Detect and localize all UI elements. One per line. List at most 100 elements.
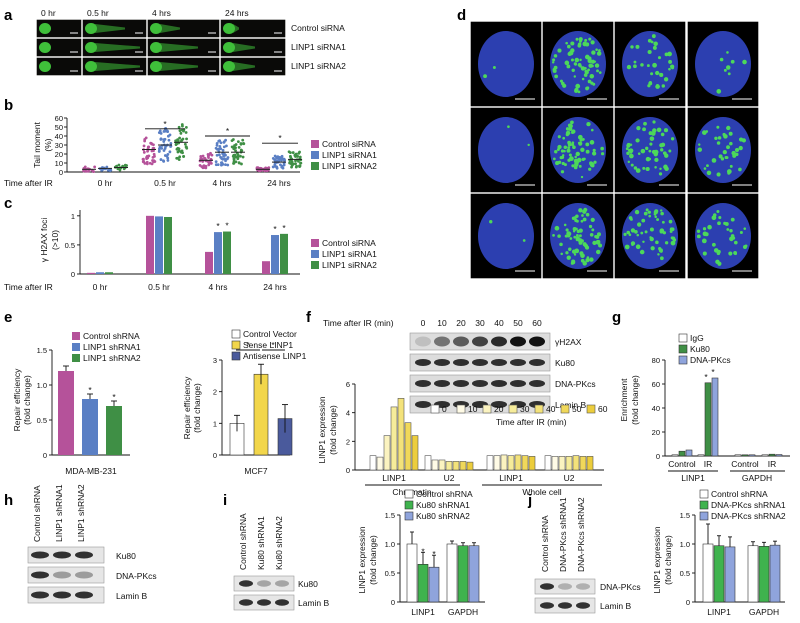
panel-g-ylabel-unit: (fold change) bbox=[630, 375, 640, 425]
gamma-h2ax-focus bbox=[552, 58, 556, 62]
scatter-point bbox=[151, 156, 155, 159]
western-blot-strip bbox=[233, 575, 295, 592]
panel-i-legend-label: Control shRNA bbox=[416, 489, 473, 499]
panel-e-ylabel: Repair efficiency bbox=[12, 368, 22, 431]
panel-f-blot-label: Ku80 bbox=[555, 358, 575, 368]
blot-band bbox=[558, 602, 572, 609]
panel-f-blot-time: 10 bbox=[437, 318, 447, 328]
gamma-h2ax-focus bbox=[711, 242, 716, 247]
gamma-h2ax-focus bbox=[630, 163, 634, 167]
gamma-h2ax-focus bbox=[729, 164, 733, 168]
scatter-point bbox=[222, 145, 226, 149]
gamma-h2ax-focus bbox=[655, 83, 659, 88]
scatter-point bbox=[215, 153, 219, 157]
blot-band bbox=[576, 602, 590, 609]
gamma-h2ax-focus bbox=[734, 252, 737, 256]
gamma-h2ax-focus bbox=[590, 163, 595, 168]
gamma-h2ax-focus bbox=[588, 167, 592, 171]
scatter-point bbox=[175, 147, 179, 151]
gamma-h2ax-focus bbox=[559, 242, 563, 247]
scatter-point bbox=[162, 140, 166, 143]
gamma-h2ax-focus bbox=[557, 145, 561, 149]
gamma-h2ax-focus bbox=[590, 217, 595, 223]
gamma-h2ax-focus bbox=[718, 216, 722, 220]
bar bbox=[96, 272, 104, 274]
gamma-h2ax-focus bbox=[643, 121, 647, 126]
panel-c-legend-swatch bbox=[311, 239, 319, 247]
gamma-h2ax-focus bbox=[562, 136, 566, 140]
panel-b-legend-label: LINP1 siRNA2 bbox=[322, 161, 377, 171]
significance-star: * bbox=[112, 392, 116, 402]
comet-head bbox=[85, 23, 97, 34]
panel-e-left-xlabel: MDA-MB-231 bbox=[65, 466, 117, 476]
gamma-h2ax-focus bbox=[583, 207, 588, 212]
panel-f-blot-time: 50 bbox=[513, 318, 523, 328]
gamma-h2ax-focus bbox=[571, 141, 575, 145]
panel-j-x-tick-label: LINP1 bbox=[707, 607, 731, 617]
panel-letter-g: g bbox=[612, 309, 621, 326]
scatter-point bbox=[152, 159, 156, 163]
panel-a-time-label: 0.5 hr bbox=[87, 8, 109, 18]
scatter-point bbox=[276, 156, 280, 160]
gamma-h2ax-focus bbox=[653, 152, 658, 157]
scatter-point bbox=[236, 140, 240, 144]
panel-g-y-tick-label: 20 bbox=[652, 428, 660, 437]
gamma-h2ax-focus bbox=[601, 152, 605, 156]
gamma-h2ax-focus bbox=[645, 208, 649, 212]
blot-band bbox=[576, 583, 590, 590]
panel-c-y-tick-label: 0 bbox=[71, 270, 75, 279]
panel-e2-ylabel-unit: (fold change) bbox=[192, 383, 202, 433]
scatter-point bbox=[201, 160, 205, 163]
blot-band bbox=[434, 336, 450, 347]
panel-f-legend-label: 40 bbox=[546, 404, 556, 414]
comet-tail bbox=[95, 62, 140, 71]
bar bbox=[702, 543, 714, 603]
blot-band bbox=[491, 380, 507, 387]
scatter-point bbox=[236, 157, 240, 161]
panel-e-left-legend-swatch bbox=[72, 354, 80, 362]
gamma-h2ax-focus bbox=[579, 251, 584, 256]
panel-i-y-tick-label: 0.5 bbox=[385, 569, 395, 578]
gamma-h2ax-focus bbox=[591, 64, 594, 68]
panel-h-lane-label: Control shRNA bbox=[32, 485, 42, 542]
gamma-h2ax-focus bbox=[667, 51, 672, 57]
panel-f-blot-time: 20 bbox=[456, 318, 466, 328]
bar bbox=[390, 406, 398, 471]
gamma-h2ax-focus bbox=[557, 234, 561, 238]
comet-head bbox=[39, 42, 51, 53]
panel-f-blot-label: DNA-PKcs bbox=[555, 379, 596, 389]
gamma-h2ax-focus bbox=[555, 161, 560, 166]
panel-c-legend-swatch bbox=[311, 261, 319, 269]
significance-star: * bbox=[421, 546, 425, 556]
gamma-h2ax-focus bbox=[568, 247, 572, 251]
bar bbox=[253, 373, 269, 456]
panel-letter-b: b bbox=[4, 97, 13, 114]
scatter-point bbox=[150, 149, 154, 153]
scatter-point bbox=[291, 151, 295, 154]
panel-f-legend-swatch bbox=[534, 404, 544, 414]
scatter-point bbox=[178, 136, 182, 140]
gamma-h2ax-focus bbox=[718, 154, 723, 159]
blot-band bbox=[31, 571, 49, 579]
gamma-h2ax-focus bbox=[570, 41, 575, 46]
gamma-h2ax-focus bbox=[585, 212, 590, 217]
gamma-h2ax-focus bbox=[647, 50, 652, 55]
gamma-h2ax-focus bbox=[598, 243, 603, 248]
gamma-h2ax-focus bbox=[701, 130, 707, 135]
panel-g-supergroup-label: LINP1 bbox=[681, 473, 705, 483]
bar bbox=[457, 545, 469, 603]
gamma-h2ax-focus bbox=[738, 145, 743, 151]
gamma-h2ax-focus bbox=[733, 240, 738, 245]
scatter-point bbox=[152, 143, 155, 147]
gamma-h2ax-focus bbox=[650, 72, 654, 76]
significance-star: * bbox=[282, 223, 286, 233]
gamma-h2ax-focus bbox=[557, 135, 561, 139]
gamma-h2ax-focus bbox=[628, 233, 632, 237]
gamma-h2ax-focus bbox=[591, 151, 597, 156]
scatter-point bbox=[222, 154, 225, 158]
panel-d-time-label: 4 hrs bbox=[641, 10, 660, 20]
gamma-h2ax-focus bbox=[566, 255, 571, 260]
gamma-h2ax-focus bbox=[585, 142, 590, 147]
scatter-point bbox=[237, 161, 241, 165]
gamma-h2ax-focus bbox=[561, 154, 565, 157]
